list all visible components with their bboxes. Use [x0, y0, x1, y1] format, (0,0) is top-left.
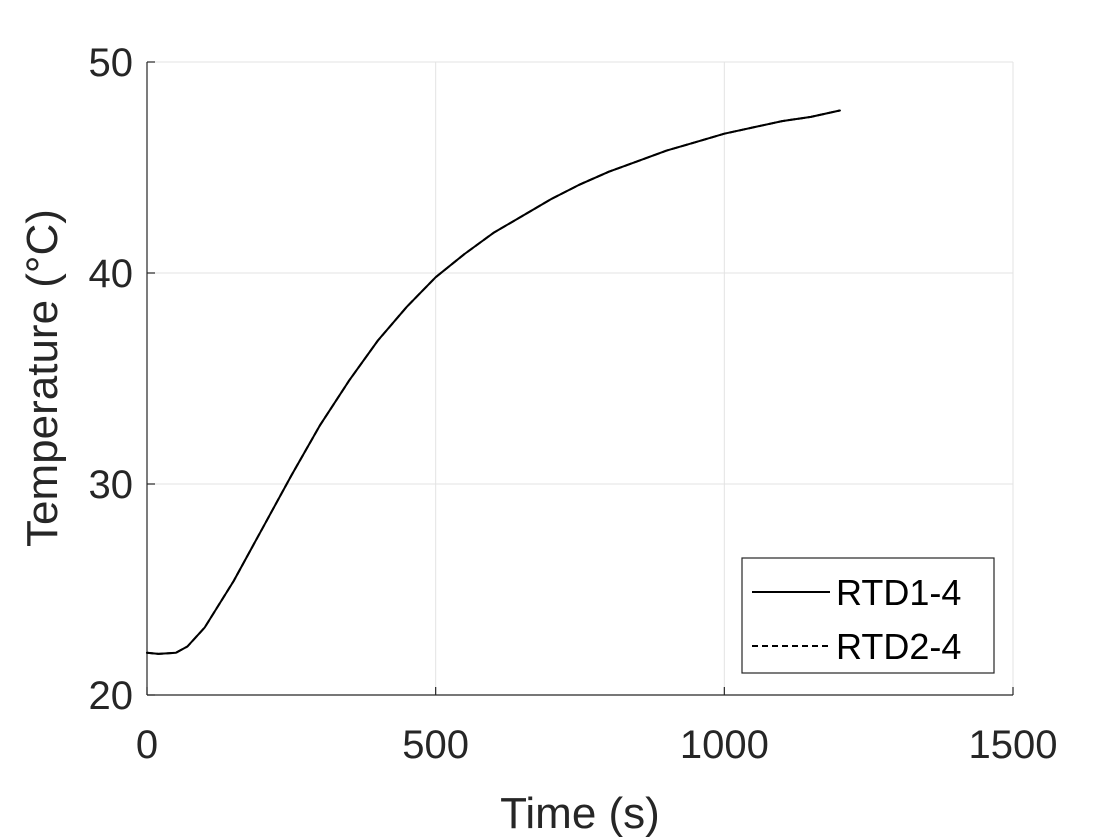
axes — [146, 62, 1013, 696]
ticks — [146, 61, 1014, 696]
x-tick-label: 1000 — [680, 723, 769, 767]
y-tick-label: 50 — [89, 41, 134, 85]
x-axis-title: Time (s) — [500, 789, 660, 838]
legend: RTD1-4 RTD2-4 — [741, 557, 995, 674]
legend-label-rtd2-4: RTD2-4 — [836, 626, 961, 667]
tick-labels: 0 500 1000 1500 20 30 40 50 — [89, 41, 1058, 767]
legend-box — [741, 557, 995, 674]
legend-label-rtd1-4: RTD1-4 — [836, 572, 961, 613]
x-tick-label: 0 — [136, 723, 158, 767]
series-lines — [146, 109, 841, 655]
x-tick-label: 500 — [402, 723, 469, 767]
x-tick-label: 1500 — [969, 723, 1058, 767]
y-tick-label: 20 — [89, 674, 134, 718]
y-tick-label: 30 — [89, 463, 134, 507]
y-axis-title: Temperature (°C) — [18, 209, 67, 547]
y-tick-label: 40 — [89, 252, 134, 296]
series-line-rtd2-4 — [146, 109, 841, 655]
grid-lines — [147, 61, 1014, 695]
